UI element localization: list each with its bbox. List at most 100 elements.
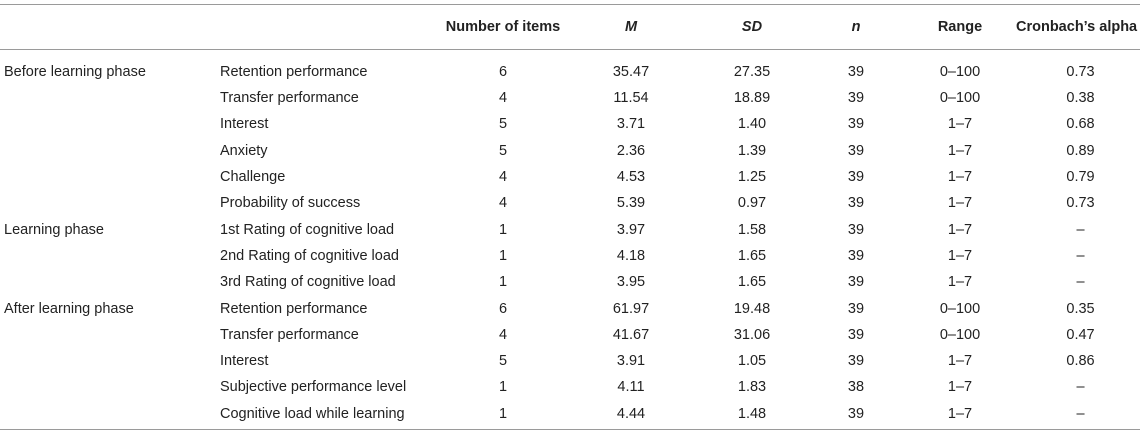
cell-sd: 1.58: [737, 221, 767, 238]
cell-cronbachs-alpha: –: [1076, 405, 1085, 422]
cell-mean: 4.18: [616, 247, 646, 264]
table-body: Before learning phase Retention performan…: [0, 49, 1145, 427]
cell-range: 1–7: [947, 221, 973, 238]
cell-sd: 0.97: [737, 195, 767, 212]
cell-measure: Transfer performance: [220, 90, 359, 107]
cell-cronbachs-alpha: 0.47: [1066, 326, 1095, 343]
cell-range: 0–100: [939, 90, 981, 107]
cell-cronbachs-alpha: –: [1076, 274, 1085, 291]
header-measure: [218, 5, 440, 49]
cell-measure: Cognitive load while learning: [220, 405, 405, 422]
cell-phase: [0, 269, 218, 295]
cell-range: 1–7: [947, 116, 973, 133]
cell-range: 0–100: [939, 326, 981, 343]
cell-n: 39: [847, 300, 865, 317]
cell-mean: 4.44: [616, 405, 646, 422]
cell-phase: [0, 85, 218, 111]
cell-range: 1–7: [947, 169, 973, 186]
cell-sd: 1.65: [737, 274, 767, 291]
bottom-rule: [0, 429, 1140, 430]
cell-number-of-items: 4: [498, 90, 508, 107]
cell-sd: 1.83: [737, 379, 767, 396]
cell-mean: 4.53: [616, 169, 646, 186]
cell-sd: 1.25: [737, 169, 767, 186]
cell-cronbachs-alpha: 0.38: [1066, 90, 1095, 107]
header-mean: M: [624, 19, 638, 35]
header-cronbachs-alpha: Cronbach’s alpha: [1016, 19, 1138, 35]
cell-number-of-items: 6: [498, 64, 508, 80]
cell-number-of-items: 4: [498, 169, 508, 186]
header-row: Number of items M SD n Range Cronbach’s …: [0, 5, 1145, 49]
cell-cronbachs-alpha: 0.73: [1066, 195, 1095, 212]
cell-mean: 61.97: [612, 300, 650, 317]
cell-phase: [0, 243, 218, 269]
cell-number-of-items: 5: [498, 116, 508, 133]
table-row: Probability of success 4 5.39 0.97 39 1–7 0.73: [0, 190, 1145, 216]
cell-n: 39: [847, 405, 865, 422]
cell-number-of-items: 5: [498, 353, 508, 370]
table-row: Subjective performance level 1 4.11 1.83 38 1…: [0, 374, 1145, 400]
cell-cronbachs-alpha: 0.68: [1066, 116, 1095, 133]
table-row: Interest 5 3.71 1.40 39 1–7 0.68: [0, 111, 1145, 137]
cell-number-of-items: 1: [498, 379, 508, 396]
cell-cronbachs-alpha: 0.79: [1066, 169, 1095, 186]
cell-mean: 11.54: [613, 90, 649, 107]
cell-cronbachs-alpha: 0.86: [1066, 353, 1095, 370]
cell-number-of-items: 1: [498, 405, 508, 422]
table-row: Transfer performance 4 41.67 31.06 39 0–100 0.…: [0, 322, 1145, 348]
cell-n: 39: [847, 247, 865, 264]
cell-mean: 2.36: [616, 142, 646, 159]
cell-sd: 1.48: [737, 405, 767, 422]
cell-sd: 1.65: [737, 247, 767, 264]
table-row: Learning phase 1st Rating of cognitive lo…: [0, 216, 1145, 242]
cell-sd: 1.39: [737, 142, 767, 159]
cell-phase: [0, 111, 218, 137]
table-row: Cognitive load while learning 1 4.44 1.48 39…: [0, 401, 1145, 427]
cell-measure: Anxiety: [220, 142, 268, 159]
top-rule: [0, 4, 1140, 5]
cell-sd: 19.48: [733, 300, 771, 317]
cell-sd: 1.40: [737, 116, 767, 133]
cell-n: 38: [847, 379, 865, 396]
header-phase: [0, 5, 218, 49]
cell-range: 1–7: [947, 353, 973, 370]
cell-number-of-items: 1: [498, 221, 508, 238]
cell-phase: Before learning phase: [4, 64, 146, 80]
cell-n: 39: [847, 353, 865, 370]
cell-range: 0–100: [939, 300, 981, 317]
table-row: Anxiety 5 2.36 1.39 39 1–7 0.89: [0, 138, 1145, 164]
cell-phase: [0, 374, 218, 400]
cell-range: 1–7: [947, 274, 973, 291]
cell-phase: [0, 190, 218, 216]
cell-number-of-items: 4: [498, 195, 508, 212]
cell-mean: 3.71: [616, 116, 646, 133]
cell-phase: [0, 322, 218, 348]
cell-mean: 3.95: [616, 274, 646, 291]
cell-phase: [0, 138, 218, 164]
table-row: 2nd Rating of cognitive load 1 4.18 1.65 39 1…: [0, 243, 1145, 269]
cell-measure: Interest: [220, 353, 269, 370]
cell-sd: 27.35: [733, 64, 771, 80]
cell-cronbachs-alpha: 0.89: [1066, 142, 1095, 159]
table-row: Interest 5 3.91 1.05 39 1–7 0.86: [0, 348, 1145, 374]
cell-n: 39: [847, 116, 865, 133]
cell-phase: [0, 401, 218, 427]
cell-measure: Retention performance: [220, 300, 368, 317]
cell-cronbachs-alpha: –: [1076, 379, 1085, 396]
cell-n: 39: [847, 195, 865, 212]
cell-n: 39: [847, 274, 865, 291]
header-range: Range: [937, 19, 983, 35]
cell-n: 39: [847, 90, 865, 107]
cell-cronbachs-alpha: –: [1076, 247, 1085, 264]
cell-measure: 3rd Rating of cognitive load: [220, 274, 396, 291]
header-number-of-items: Number of items: [445, 19, 561, 35]
cell-phase: [0, 164, 218, 190]
header-n: n: [851, 19, 861, 35]
cell-range: 1–7: [947, 247, 973, 264]
cell-n: 39: [847, 169, 865, 186]
cell-sd: 18.89: [733, 90, 771, 107]
cell-number-of-items: 1: [498, 274, 508, 291]
cell-range: 1–7: [947, 142, 973, 159]
cell-cronbachs-alpha: 0.73: [1066, 64, 1095, 80]
